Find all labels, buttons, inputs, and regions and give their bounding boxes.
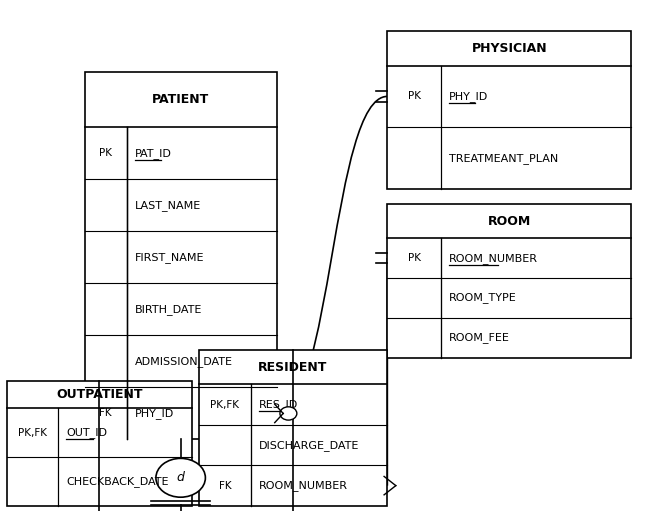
Text: PHY_ID: PHY_ID xyxy=(449,91,488,102)
Text: PK: PK xyxy=(408,91,421,101)
Text: PHYSICIAN: PHYSICIAN xyxy=(471,41,547,55)
Text: FIRST_NAME: FIRST_NAME xyxy=(135,252,204,263)
Text: RES_ID: RES_ID xyxy=(259,399,298,410)
Bar xyxy=(85,72,277,439)
Text: PK,FK: PK,FK xyxy=(18,428,47,437)
Text: PATIENT: PATIENT xyxy=(152,93,209,106)
Text: BIRTH_DATE: BIRTH_DATE xyxy=(135,304,202,315)
Text: PHY_ID: PHY_ID xyxy=(135,408,174,419)
Text: ROOM: ROOM xyxy=(488,215,531,228)
Text: PK: PK xyxy=(99,148,112,158)
Text: RESIDENT: RESIDENT xyxy=(258,361,327,374)
Text: FK: FK xyxy=(219,481,231,491)
Text: LAST_NAME: LAST_NAME xyxy=(135,200,201,211)
Bar xyxy=(7,381,192,506)
Text: OUT_ID: OUT_ID xyxy=(66,427,107,438)
Text: OUTPATIENT: OUTPATIENT xyxy=(56,388,143,401)
Bar xyxy=(387,204,631,358)
Text: PK,FK: PK,FK xyxy=(210,400,240,410)
Text: ROOM_TYPE: ROOM_TYPE xyxy=(449,292,517,304)
Bar xyxy=(199,350,387,506)
Text: PAT_ID: PAT_ID xyxy=(135,148,172,159)
Text: PK: PK xyxy=(408,253,421,263)
Text: FK: FK xyxy=(100,408,112,419)
Circle shape xyxy=(280,407,297,420)
Text: CHECKBACK_DATE: CHECKBACK_DATE xyxy=(66,476,169,487)
Text: DISCHARGE_DATE: DISCHARGE_DATE xyxy=(259,439,359,451)
Text: ROOM_NUMBER: ROOM_NUMBER xyxy=(449,252,538,264)
Circle shape xyxy=(156,458,205,497)
Bar xyxy=(387,31,631,189)
Text: d: d xyxy=(176,471,185,484)
Text: ROOM_FEE: ROOM_FEE xyxy=(449,332,510,343)
Text: ADMISSION_DATE: ADMISSION_DATE xyxy=(135,356,232,367)
Text: TREATMEANT_PLAN: TREATMEANT_PLAN xyxy=(449,153,558,164)
Text: ROOM_NUMBER: ROOM_NUMBER xyxy=(259,480,348,491)
